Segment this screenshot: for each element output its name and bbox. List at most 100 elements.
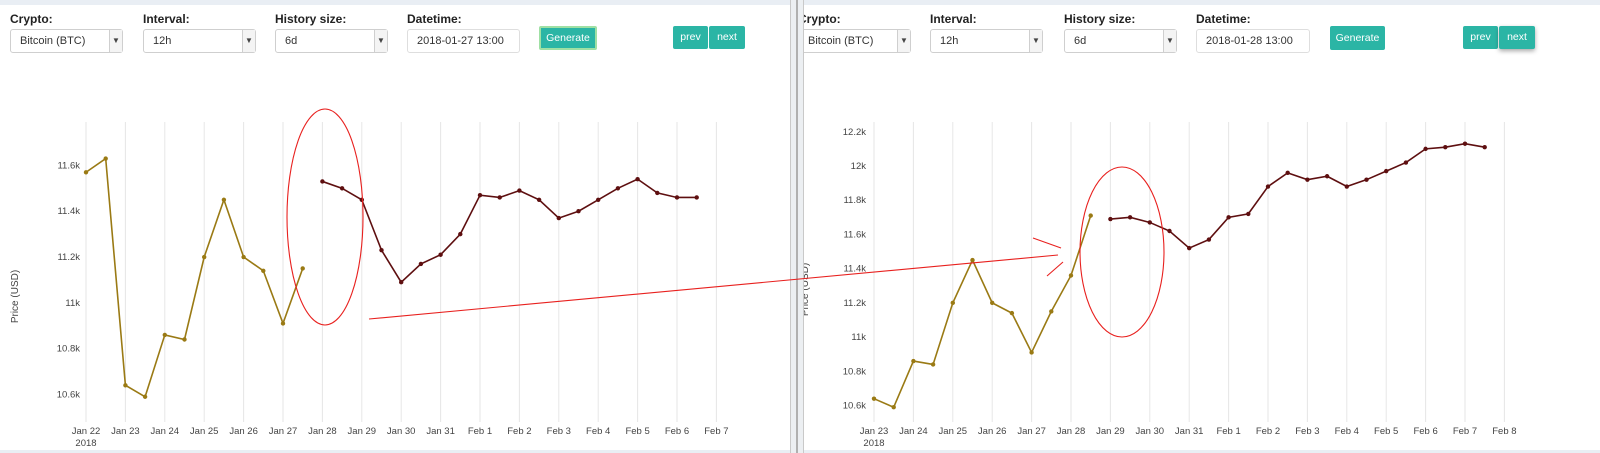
split-view-divider[interactable] [790,0,804,453]
data-point [202,254,207,260]
data-point [950,300,955,306]
x-tick-label: Jan 27 [269,426,298,437]
data-point [1127,215,1133,220]
data-point [576,209,581,214]
x-tick-label: Jan 28 [308,426,337,437]
x-tick-label: Jan 23 [860,426,889,437]
x-tick-label: Feb 3 [1295,426,1319,437]
crypto-select[interactable]: Bitcoin (BTC) ▼ [10,29,123,53]
y-tick-label: 11.8k [843,195,866,206]
x-tick-label: Jan 30 [387,426,416,437]
data-point [1482,144,1487,150]
y-tick-label: 11.6k [57,160,80,171]
x-tick-label: Feb 2 [507,426,531,437]
y-tick-label: 10.8k [843,366,866,377]
data-point [1226,215,1231,220]
x-tick-label: Jan 28 [1057,426,1086,437]
chevron-down-icon[interactable]: ▼ [1029,30,1042,52]
x-tick-label: Feb 6 [1413,426,1437,437]
crypto-select[interactable]: Bitcoin (BTC) ▼ [804,29,911,53]
next-button[interactable]: next [709,26,745,49]
data-point [1187,245,1192,251]
data-point [123,383,128,388]
data-point [1068,273,1074,278]
prev-button[interactable]: prev [1463,26,1498,49]
next-button[interactable]: next [1499,26,1535,49]
chevron-down-icon[interactable]: ▼ [242,30,255,52]
series-line-0 [873,215,1092,409]
data-point [339,186,345,191]
data-point [871,396,877,401]
y-tick-label: 12.2k [843,127,866,138]
data-point [221,197,227,202]
x-tick-label: Jan 27 [1017,426,1046,437]
data-point [1246,211,1251,217]
chevron-down-icon[interactable]: ▼ [897,30,910,52]
divider-grip[interactable] [796,0,798,453]
x-tick-label: Jan 25 [939,426,968,437]
crypto-select-value: Bitcoin (BTC) [20,35,86,47]
history-size-select[interactable]: 6d ▼ [275,29,388,53]
x-tick-label: Jan 25 [190,426,219,437]
chevron-down-icon[interactable]: ▼ [1163,30,1176,52]
x-tick-label: Feb 6 [665,426,689,437]
data-point [261,268,266,273]
top-border [0,0,790,5]
data-point [1384,168,1389,174]
y-tick-label: 11.2k [57,252,80,263]
x-tick-label: Jan 31 [1175,426,1204,437]
datetime-input[interactable]: 2018-01-28 13:00 [1196,29,1310,53]
data-point [694,195,699,200]
x-tick-label: Jan 30 [1136,426,1165,437]
data-point [1088,213,1093,218]
data-point [674,195,680,200]
series-line-1 [1110,142,1485,250]
data-point [911,358,916,364]
generate-button[interactable]: Generate [1330,26,1385,50]
data-point [1324,174,1330,179]
data-point [1423,146,1428,152]
series-line-0 [85,157,304,398]
data-point [517,188,522,193]
x-tick-label: Feb 8 [1492,426,1516,437]
chevron-down-icon[interactable]: ▼ [374,30,387,52]
data-point [970,257,975,263]
datetime-label: Datetime: [1196,12,1251,26]
x-tick-label: Feb 7 [704,426,728,437]
y-tick-label: 11.6k [843,229,866,240]
series-line-1 [322,178,697,284]
data-point [635,176,640,182]
crypto-label: Crypto: [804,12,841,26]
datetime-input[interactable]: 2018-01-27 13:00 [407,29,520,53]
y-tick-label: 10.6k [57,389,80,400]
data-point [1344,184,1349,189]
data-point [615,186,621,191]
generate-button[interactable]: Generate [539,26,597,50]
interval-label: Interval: [143,12,190,26]
x-tick-label: Feb 3 [547,426,571,437]
history-size-select-value: 6d [1074,35,1087,47]
x-tick-label: Feb 7 [1453,426,1477,437]
data-point [1265,184,1271,189]
chevron-down-icon[interactable]: ▼ [109,30,122,52]
y-tick-label: 11.4k [57,206,80,217]
x-tick-label: Feb 2 [1256,426,1280,437]
top-border [804,0,1600,5]
data-point [1206,237,1212,242]
x-tick-label: Feb 4 [586,426,610,437]
history-size-select[interactable]: 6d ▼ [1064,29,1177,53]
data-point [497,195,502,200]
x-tick-label: Feb 5 [1374,426,1398,437]
interval-select-value: 12h [153,35,172,47]
interval-select[interactable]: 12h ▼ [930,29,1043,53]
interval-select[interactable]: 12h ▼ [143,29,256,53]
y-tick-label: 11.4k [843,264,866,275]
data-point [300,266,305,271]
bottom-border [0,450,790,453]
x-tick-label: Feb 1 [468,426,492,437]
data-point [438,252,443,257]
interval-label: Interval: [930,12,977,26]
data-point [1167,228,1172,234]
prev-button[interactable]: prev [673,26,708,49]
data-point [399,280,404,285]
